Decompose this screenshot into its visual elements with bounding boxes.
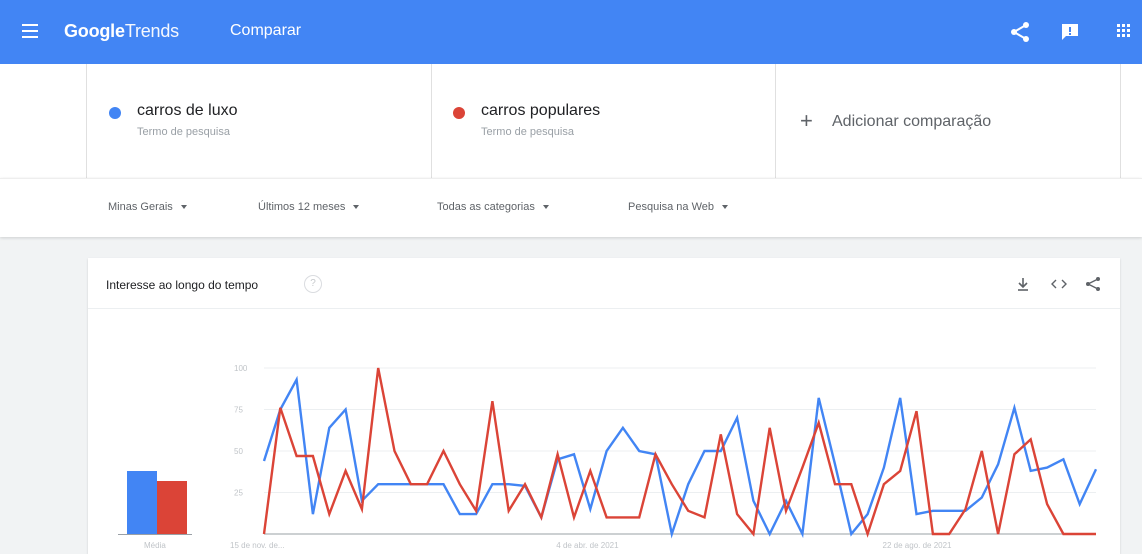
comparison-terms: carros de luxo Termo de pesquisa carros …: [0, 64, 1142, 178]
apps-grid-icon[interactable]: [1114, 20, 1138, 44]
x-tick-label: 22 de ago. de 2021: [883, 541, 953, 550]
term-type: Termo de pesquisa: [137, 126, 230, 138]
average-bars: [127, 470, 187, 534]
series-color-dot: [109, 107, 121, 119]
series-color-dot: [453, 107, 465, 119]
term-name[interactable]: carros de luxo: [137, 102, 238, 119]
y-tick-label: 75: [234, 406, 243, 415]
help-icon[interactable]: ?: [304, 275, 322, 293]
search-type-value: Pesquisa na Web: [628, 201, 715, 213]
category-value: Todas as categorias: [437, 201, 535, 213]
dropdown-arrow-icon: [722, 205, 729, 210]
add-comparison-button[interactable]: + Adicionar comparação: [776, 64, 1121, 178]
x-tick-label: 15 de nov. de...: [230, 541, 285, 550]
average-baseline: [118, 534, 192, 535]
term-type: Termo de pesquisa: [481, 126, 574, 138]
card-title: Interesse ao longo do tempo: [106, 278, 259, 292]
average-label: Média: [144, 541, 166, 550]
region-dropdown[interactable]: Minas Gerais: [108, 201, 187, 213]
embed-code-icon[interactable]: [1050, 275, 1068, 293]
average-bar-carros-populares[interactable]: [157, 480, 187, 534]
logo-trends-text: Trends: [124, 21, 179, 41]
average-bar-carros-de-luxo[interactable]: [127, 470, 157, 534]
dropdown-arrow-icon: [180, 205, 187, 210]
region-value: Minas Gerais: [108, 201, 173, 213]
filter-bar: Minas Gerais Últimos 12 meses Todas as c…: [0, 178, 1142, 237]
term-name[interactable]: carros populares: [481, 102, 601, 119]
term-card-2[interactable]: carros populares Termo de pesquisa: [431, 64, 776, 178]
period-dropdown[interactable]: Últimos 12 meses: [258, 201, 360, 213]
share-icon[interactable]: [1008, 20, 1032, 44]
y-tick-label: 25: [234, 489, 243, 498]
series-line-carros-de-luxo[interactable]: [262, 375, 1098, 539]
period-value: Últimos 12 meses: [258, 201, 346, 213]
interest-over-time-card: Interesse ao longo do tempo ? Média 100 7…: [88, 258, 1120, 554]
add-comparison-label: Adicionar comparação: [832, 113, 992, 130]
search-type-dropdown[interactable]: Pesquisa na Web: [628, 201, 729, 213]
y-tick-label: 50: [234, 447, 243, 456]
feedback-icon[interactable]: [1058, 20, 1082, 44]
plus-icon: +: [800, 108, 813, 133]
series-line-carros-populares[interactable]: [262, 367, 1096, 538]
page-title: Comparar: [230, 22, 302, 39]
x-tick-label: 4 de abr. de 2021: [556, 541, 619, 550]
dropdown-arrow-icon: [542, 205, 549, 210]
top-app-bar: GoogleTrends Comparar: [0, 0, 1142, 64]
y-tick-label: 100: [234, 364, 248, 373]
google-trends-logo[interactable]: GoogleTrends: [64, 21, 179, 42]
card-header: Interesse ao longo do tempo ?: [88, 258, 1120, 309]
category-dropdown[interactable]: Todas as categorias: [437, 201, 549, 213]
trend-line-chart[interactable]: 100 75 50 25 15 de nov. de... 4 de abr. de 20…: [88, 258, 1120, 554]
logo-google-text: Google: [64, 21, 125, 41]
term-card-1[interactable]: carros de luxo Termo de pesquisa: [86, 64, 432, 178]
dropdown-arrow-icon: [353, 205, 360, 210]
menu-icon[interactable]: [18, 20, 42, 44]
download-icon[interactable]: [1014, 275, 1032, 293]
share-icon[interactable]: [1084, 275, 1102, 293]
